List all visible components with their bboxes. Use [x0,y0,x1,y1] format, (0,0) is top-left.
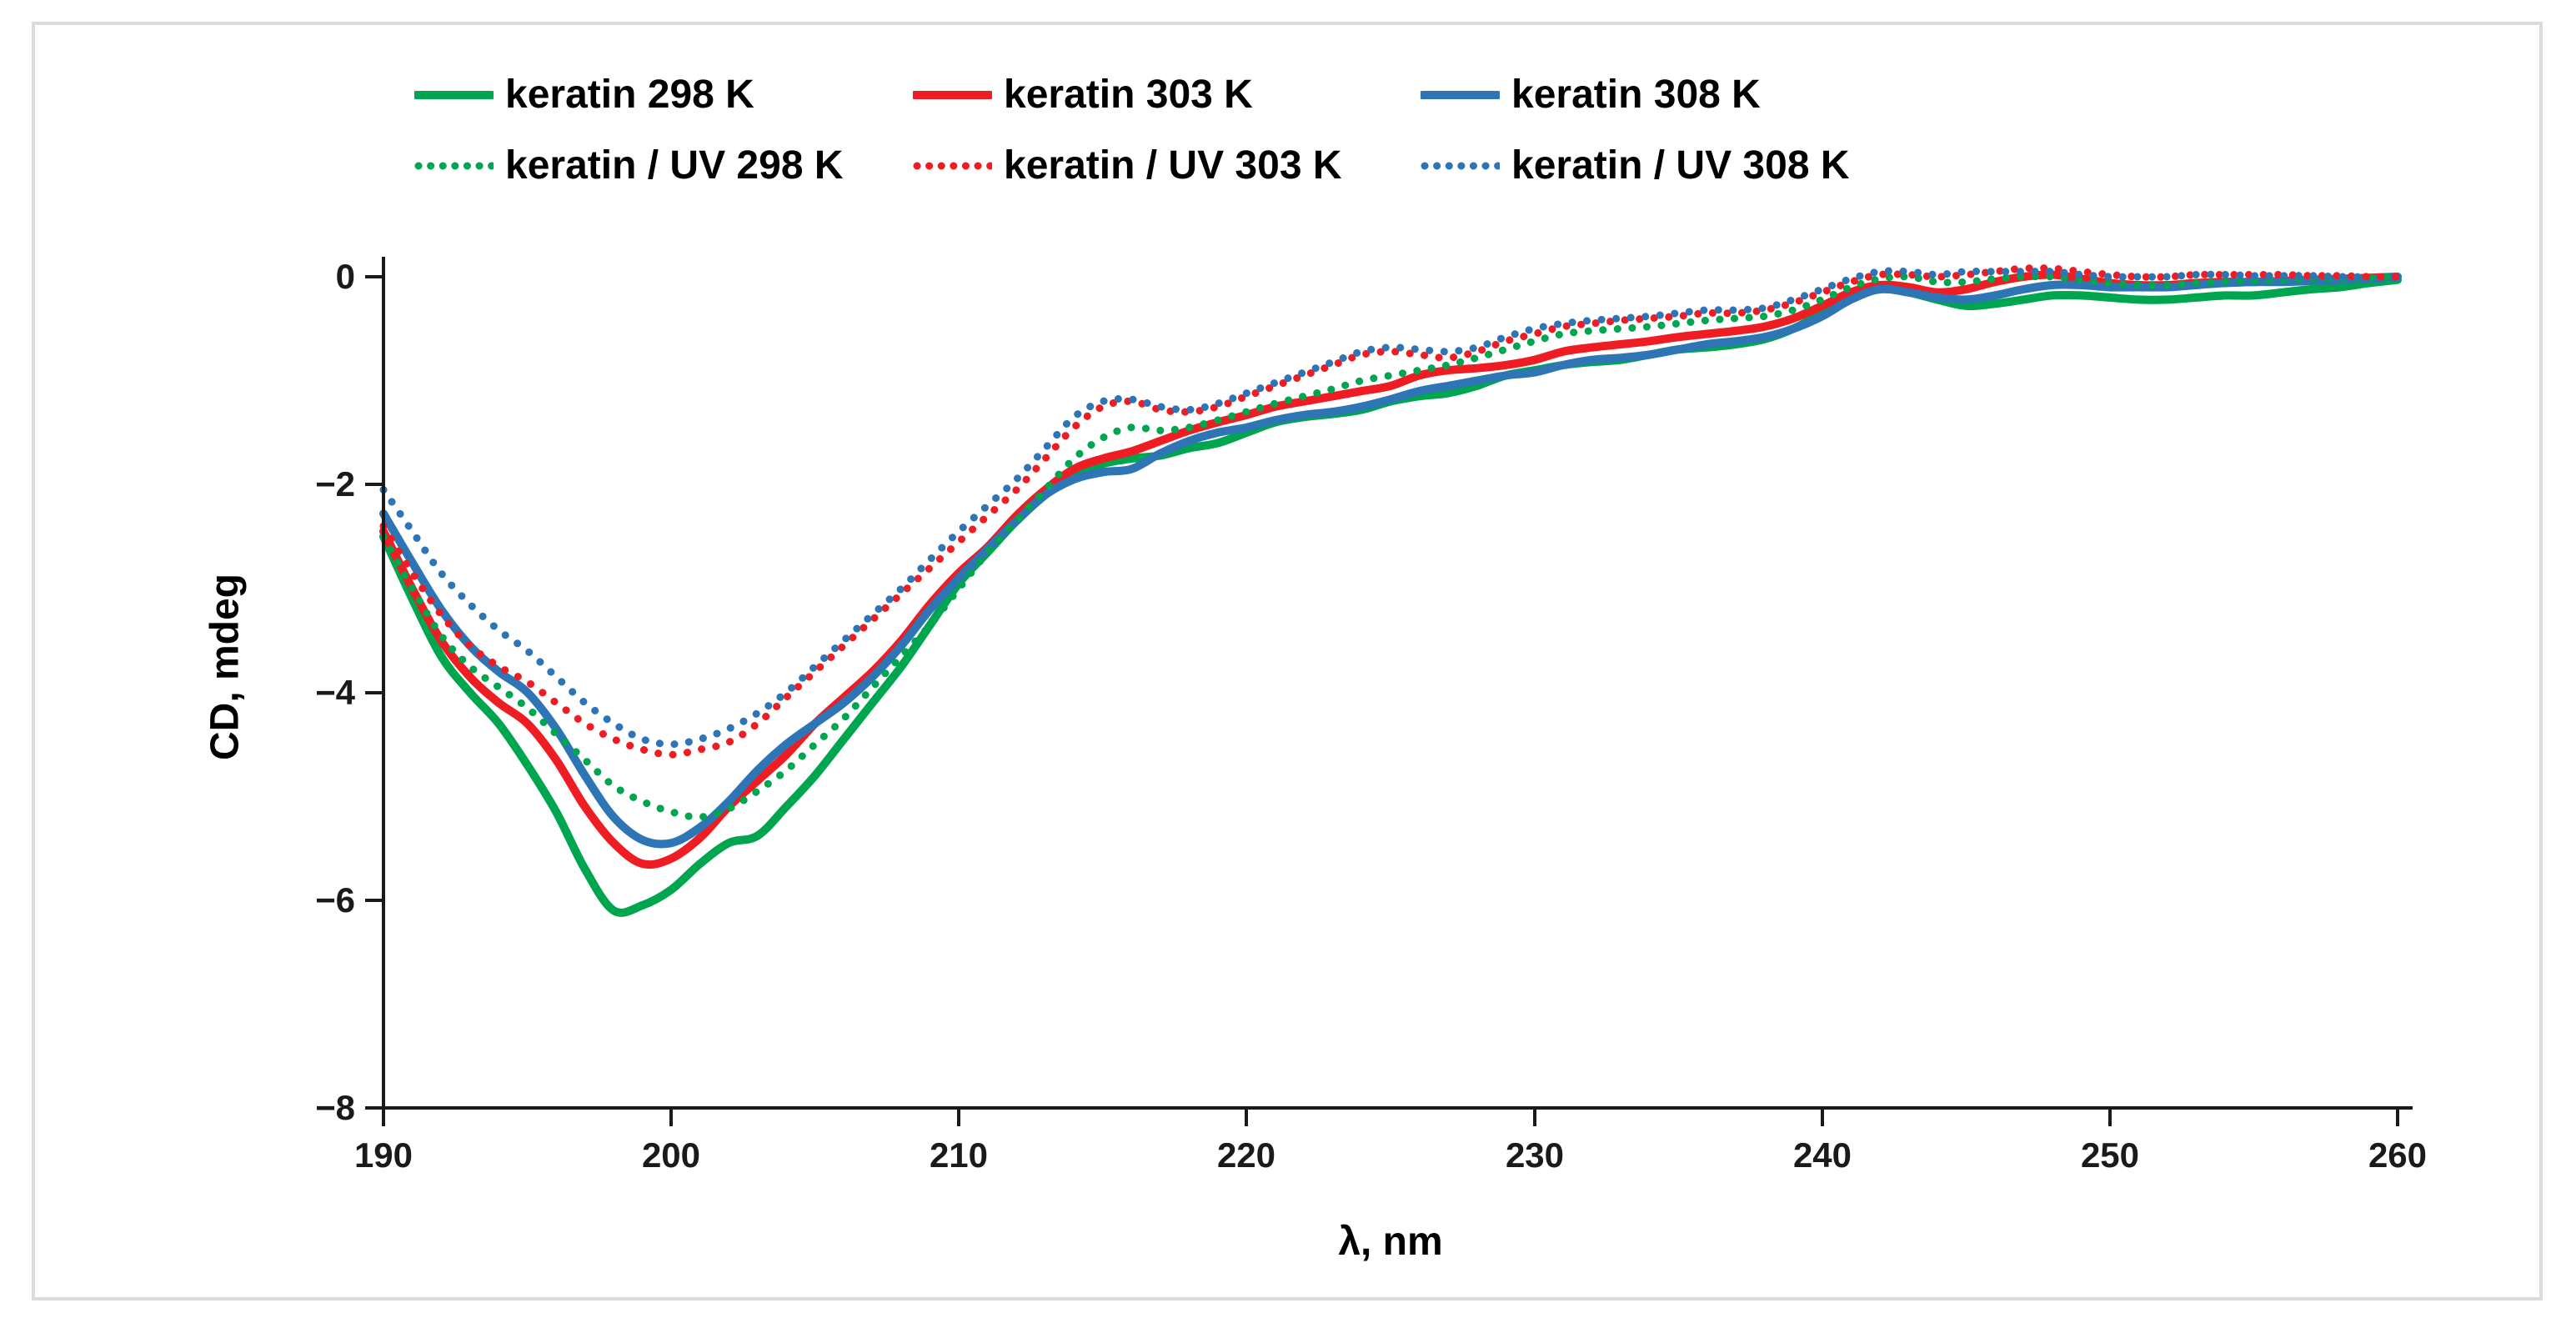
figure-frame: keratin 298 K keratin 303 K keratin 308 … [32,22,2543,1300]
y-tick-label: −4 [315,673,355,712]
solid-line-swatch-icon [1421,91,1500,99]
legend-item-keratin-308: keratin 308 K [1421,73,1761,117]
y-axis-ticks [365,275,383,1110]
solid-line-swatch-icon [414,91,494,99]
x-tick-label: 240 [1792,1135,1852,1175]
y-tick-label: −2 [315,464,355,504]
x-tick-label: 250 [2080,1135,2140,1175]
legend-label: keratin 308 K [1511,73,1761,117]
legend-item-keratin-uv-298: keratin / UV 298 K [414,144,844,188]
x-tick-label: 210 [929,1135,989,1175]
x-axis-ticks [382,1108,2399,1126]
y-tick-label: 0 [335,257,355,296]
legend-item-keratin-298: keratin 298 K [414,73,754,117]
series-line-keratin-303 [379,270,2402,869]
legend-label: keratin / UV 308 K [1511,143,1850,188]
legend-label: keratin 303 K [1004,73,1253,117]
legend-label: keratin / UV 298 K [505,143,844,188]
y-axis-title: CD, mdeg [203,573,248,761]
x-tick-label: 220 [1216,1135,1276,1175]
dotted-line-swatch-icon [913,162,992,170]
x-tick-label: 190 [353,1135,413,1175]
legend-label: keratin 298 K [505,73,754,117]
series-line-keratin-uv-303 [379,264,2402,759]
y-tick-label: −6 [315,880,355,920]
x-tick-label: 200 [641,1135,701,1175]
series-line-keratin-uv-308 [379,267,2373,749]
series-line-keratin-308 [379,273,2402,849]
y-tick-label: −8 [315,1088,355,1127]
x-tick-label: 230 [1505,1135,1565,1175]
dotted-line-swatch-icon [1421,162,1500,170]
legend-item-keratin-303: keratin 303 K [913,73,1253,117]
x-tick-label: 260 [2368,1135,2428,1175]
series-line-keratin-uv-298 [379,273,2402,821]
legend-label: keratin / UV 303 K [1004,143,1342,188]
x-axis-title: λ, nm [1338,1220,1443,1264]
legend-item-keratin-uv-308: keratin / UV 308 K [1421,144,1850,188]
solid-line-swatch-icon [913,91,992,99]
dotted-line-swatch-icon [414,162,494,170]
series-group [379,264,2402,917]
legend-item-keratin-uv-303: keratin / UV 303 K [913,144,1342,188]
